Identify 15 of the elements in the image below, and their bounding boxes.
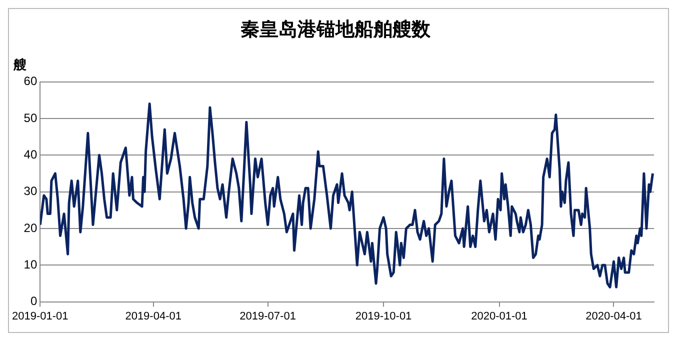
x-tick-label: 2019-04-01 [125,310,182,322]
y-tick-label: 10 [24,257,38,272]
y-tick-label: 50 [24,110,38,125]
y-tick-label: 40 [24,147,38,162]
x-tick-label: 2019-01-01 [12,310,68,322]
x-tick-label: 2019-07-01 [240,310,296,322]
y-axis-title: 艘 [12,56,27,72]
x-tick-label: 2020-04-01 [586,310,642,322]
x-tick-label: 2020-01-01 [471,310,528,322]
chart-title: 秦皇岛港锚地船舶艘数 [240,18,432,41]
y-tick-label: 30 [24,184,38,198]
y-tick-label: 60 [24,74,38,88]
x-tick-label: 2019-10-01 [355,310,412,322]
y-tick-label: 0 [30,294,38,308]
y-tick-label: 20 [24,220,38,235]
